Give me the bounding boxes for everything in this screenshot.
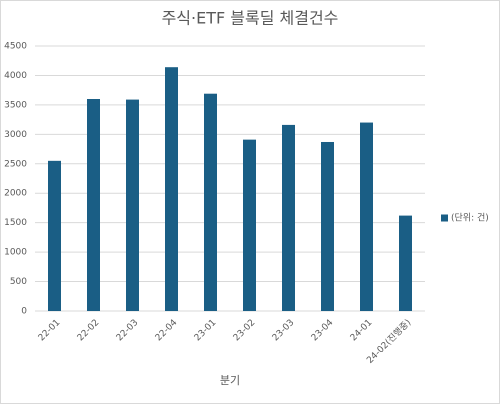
bar	[243, 139, 256, 311]
y-tick-label: 1000	[4, 248, 27, 258]
bar	[126, 99, 139, 311]
bar	[282, 124, 295, 312]
bar	[360, 122, 373, 311]
y-tick-label: 2000	[4, 189, 27, 199]
chart-title: 주식·ETF 블록딜 체결건수	[162, 9, 339, 28]
bar	[165, 67, 178, 311]
y-tick-label: 2500	[4, 159, 27, 169]
bar	[321, 141, 334, 311]
y-tick-label: 3500	[4, 100, 27, 110]
y-tick-label: 1500	[4, 218, 27, 228]
bar	[399, 215, 412, 311]
bar	[204, 93, 217, 311]
y-tick-label: 3000	[4, 130, 27, 140]
legend-swatch	[441, 214, 448, 222]
y-tick-label: 500	[10, 277, 27, 287]
legend-label: (단위: 건)	[451, 213, 489, 224]
x-axis-title: 분기	[220, 374, 240, 387]
y-tick-label: 4500	[4, 42, 27, 52]
y-tick-label: 4000	[4, 71, 27, 81]
bar	[48, 160, 61, 311]
bar	[87, 99, 100, 311]
y-tick-label: 0	[21, 307, 27, 317]
